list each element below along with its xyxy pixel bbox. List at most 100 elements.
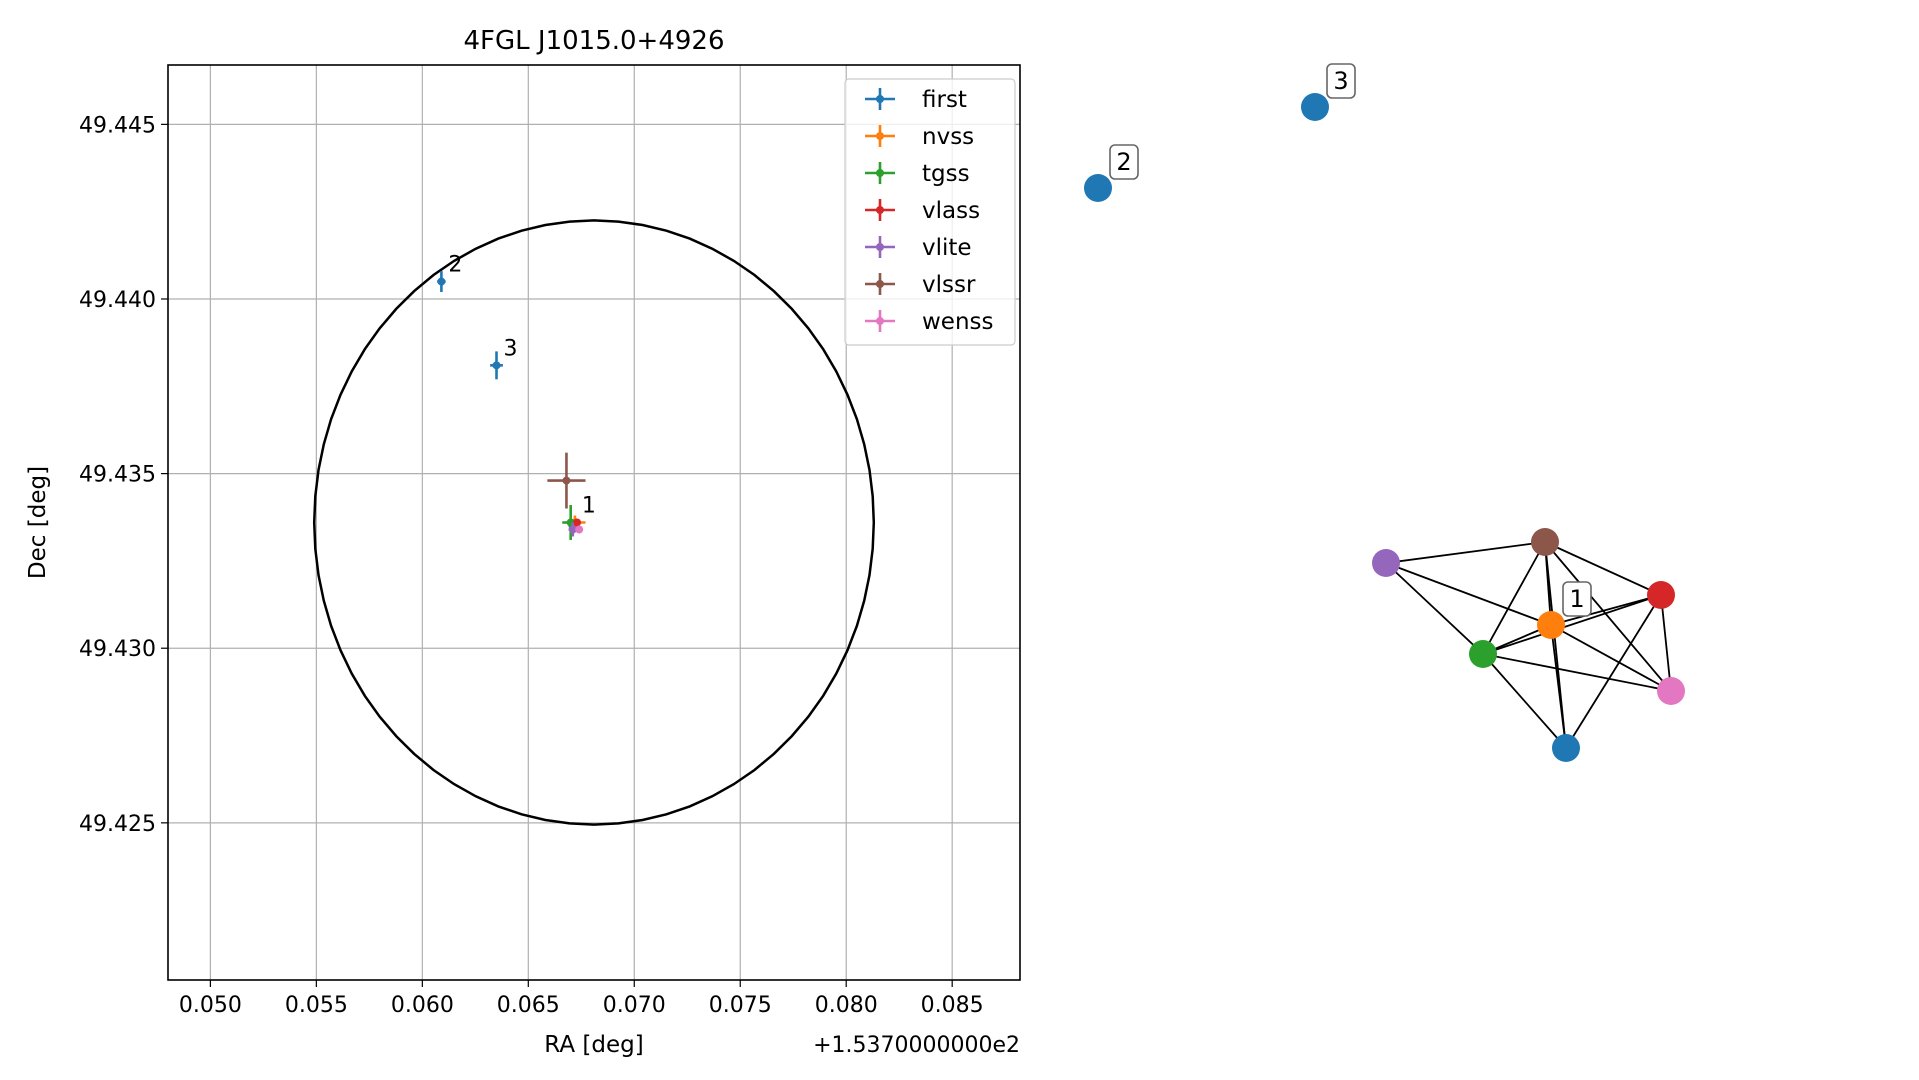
node-label-first-3: 3 xyxy=(1326,63,1356,99)
network-nodes xyxy=(1084,93,1685,762)
annotation-layer: 2 3 1 xyxy=(448,253,596,519)
edge-vlass-nvss xyxy=(1550,594,1662,626)
ellipse-layer xyxy=(312,219,876,826)
legend-item-wenss: wenss xyxy=(865,309,994,335)
points-layer xyxy=(437,271,586,540)
legend-box xyxy=(844,78,1016,346)
edge-vlssr-tgss xyxy=(1482,541,1546,655)
node-label-text: 1 xyxy=(1569,585,1584,613)
legend-item-vlass: vlass xyxy=(865,198,980,224)
node-tgss xyxy=(1469,640,1497,668)
node-label-nvss: 1 xyxy=(1562,581,1592,617)
x-tick-label: 0.070 xyxy=(603,993,666,1018)
point-wenss xyxy=(575,525,584,534)
marker xyxy=(492,361,501,370)
y-tick-label: 49.425 xyxy=(79,812,156,837)
x-axis-offset-label: +1.5370000000e2 xyxy=(813,1033,1020,1058)
edge-vlssr-wenss xyxy=(1544,541,1672,692)
legend-label: vlass xyxy=(922,198,980,224)
y-tick-label: 49.435 xyxy=(79,463,156,488)
node-vlass xyxy=(1647,581,1675,609)
marker xyxy=(562,476,571,485)
edge-vlass-wenss xyxy=(1660,594,1672,692)
edge-tgss-first-1 xyxy=(1482,653,1567,749)
point-vlssr xyxy=(547,452,586,509)
legend-swatch-marker xyxy=(876,169,884,177)
x-axis-ticks: 0.050 0.055 0.060 0.065 0.070 0.075 0.080 0.085 xyxy=(179,980,984,1018)
legend-items: first nvss tgss vlass vlite vlssr wenss xyxy=(865,87,994,335)
marker xyxy=(568,525,577,534)
legend-swatch-marker xyxy=(876,206,884,214)
legend-item-first: first xyxy=(865,87,967,113)
chart-title: 4FGL J1015.0+4926 xyxy=(464,26,725,56)
x-tick-label: 0.060 xyxy=(391,993,454,1018)
scatter-panel: 231 0.050 0.055 0.060 0.065 0.070 0.075 0.080 0… xyxy=(25,26,1021,1058)
point-first xyxy=(490,351,503,380)
edge-vlssr-vlass xyxy=(1544,541,1662,596)
node-label-first-2: 2 xyxy=(1109,144,1139,180)
legend-item-nvss: nvss xyxy=(865,124,974,150)
edge-vlite-tgss xyxy=(1385,562,1484,655)
legend-label: wenss xyxy=(922,309,994,335)
edge-vlite-vlssr xyxy=(1385,541,1546,564)
point-annotation: 1 xyxy=(582,494,596,519)
legend-label: vlite xyxy=(922,235,972,261)
node-label-box xyxy=(1109,144,1139,180)
legend-item-vlssr: vlssr xyxy=(865,272,976,298)
x-axis-label: RA [deg] xyxy=(544,1032,643,1058)
x-tick-label: 0.055 xyxy=(285,993,348,1018)
legend-item-tgss: tgss xyxy=(865,161,970,187)
y-axis-label: Dec [deg] xyxy=(25,466,51,579)
node-wenss xyxy=(1657,677,1685,705)
edge-vlite-nvss xyxy=(1385,562,1552,626)
marker xyxy=(573,518,582,527)
y-tick-label: 49.445 xyxy=(79,113,156,138)
node-vlite xyxy=(1372,549,1400,577)
x-tick-label: 0.080 xyxy=(815,993,878,1018)
node-first-1 xyxy=(1552,734,1580,762)
network-edges xyxy=(1385,541,1672,749)
legend-label: tgss xyxy=(922,161,970,187)
x-tick-label: 0.050 xyxy=(179,993,242,1018)
edge-vlass-first-1 xyxy=(1565,594,1662,749)
point-annotation: 3 xyxy=(504,336,518,361)
point-first xyxy=(437,271,446,293)
marker xyxy=(575,525,584,534)
error-ellipse xyxy=(312,219,876,826)
x-tick-label: 0.075 xyxy=(709,993,772,1018)
x-tick-label: 0.085 xyxy=(921,993,984,1018)
edge-tgss-wenss xyxy=(1482,653,1672,692)
network-panel: 2 3 1 xyxy=(1084,63,1685,762)
node-label-box xyxy=(1326,63,1356,99)
legend-swatch-marker xyxy=(876,280,884,288)
edge-vlass-tgss xyxy=(1482,594,1662,655)
legend-swatch-marker xyxy=(876,317,884,325)
legend-swatch-marker xyxy=(876,95,884,103)
legend-label: nvss xyxy=(922,124,974,150)
y-tick-label: 49.440 xyxy=(79,288,156,313)
legend-swatch-marker xyxy=(876,132,884,140)
node-nvss xyxy=(1537,611,1565,639)
point-vlass xyxy=(573,518,582,527)
legend-label: vlssr xyxy=(922,272,976,298)
legend: first nvss tgss vlass vlite vlssr wenss xyxy=(844,78,1016,346)
y-axis-ticks: 49.425 49.430 49.435 49.440 49.445 xyxy=(79,113,168,837)
edge-nvss-first-1 xyxy=(1550,624,1567,749)
legend-swatch-marker xyxy=(876,243,884,251)
point-vlite xyxy=(568,522,578,537)
node-first-3 xyxy=(1301,93,1329,121)
node-label-text: 3 xyxy=(1333,67,1348,95)
plot-frame xyxy=(167,64,1021,981)
legend-label: first xyxy=(922,87,967,113)
network-node-labels: 2 3 1 xyxy=(1109,63,1592,617)
point-annotation: 2 xyxy=(448,253,462,278)
node-label-box xyxy=(1562,581,1592,617)
y-tick-label: 49.430 xyxy=(79,637,156,662)
marker xyxy=(437,277,446,286)
edge-nvss-wenss xyxy=(1550,624,1672,692)
legend-item-vlite: vlite xyxy=(865,235,972,261)
x-tick-label: 0.065 xyxy=(497,993,560,1018)
node-first-2 xyxy=(1084,174,1112,202)
node-label-text: 2 xyxy=(1116,148,1131,176)
